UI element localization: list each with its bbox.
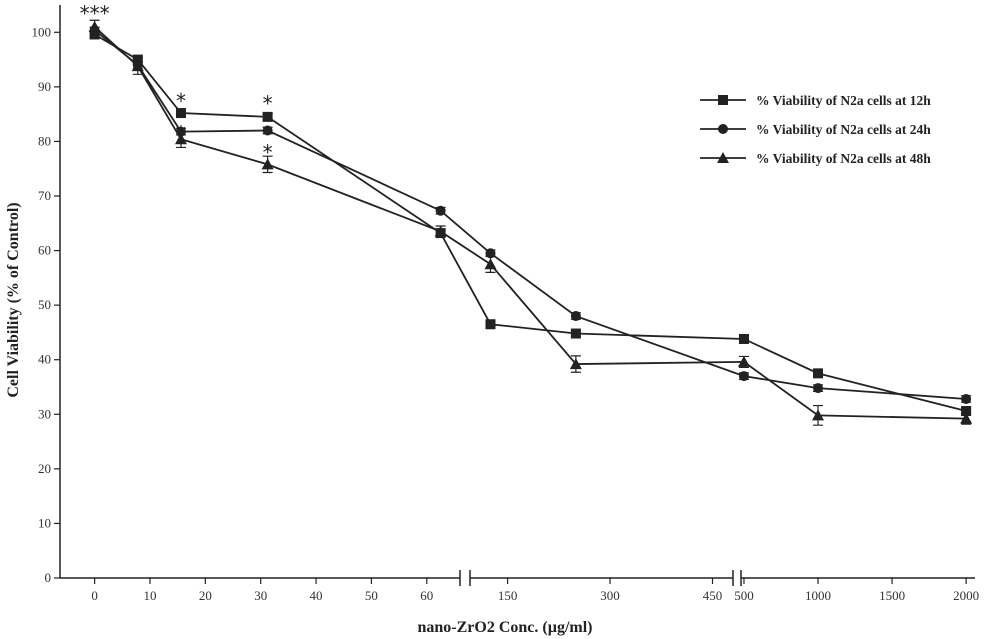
data-point-square <box>961 406 972 417</box>
data-point-square <box>738 333 749 344</box>
data-point-triangle <box>960 412 973 424</box>
x-tick-label: 450 <box>703 588 723 603</box>
x-tick-label: 150 <box>498 588 518 603</box>
y-tick-label: 20 <box>38 461 51 476</box>
axes <box>59 5 975 586</box>
y-tick-label: 0 <box>45 570 52 585</box>
series-layer <box>88 19 973 426</box>
x-axis-title: nano-ZrO2 Conc. (µg/ml) <box>418 619 593 636</box>
data-point-circle <box>262 125 273 136</box>
x-tick-label: 1500 <box>879 588 905 603</box>
significance-marker: * <box>263 141 273 165</box>
annotations: **** *** <box>80 1 273 164</box>
data-point-triangle <box>434 225 447 237</box>
x-tick-label: 2000 <box>953 588 979 603</box>
data-point-circle <box>570 311 581 322</box>
series-triangle <box>88 19 973 426</box>
x-tick-label: 300 <box>600 588 620 603</box>
series-circle <box>89 25 972 405</box>
data-point-circle <box>435 205 446 216</box>
series-line <box>94 26 967 420</box>
x-tick-label: 60 <box>420 588 433 603</box>
data-point-square <box>485 319 496 330</box>
data-point-triangle <box>88 20 101 32</box>
data-point-square <box>175 108 186 119</box>
significance-marker: * <box>176 122 186 146</box>
significance-marker: *** <box>80 1 110 25</box>
y-tick-label: 70 <box>38 188 51 203</box>
x-tick-label: 1000 <box>805 588 831 603</box>
y-tick-label: 100 <box>32 24 52 39</box>
data-point-square <box>813 368 824 379</box>
x-tick-label: 0 <box>91 588 98 603</box>
legend-marker-triangle <box>717 152 729 163</box>
data-point-square <box>262 111 273 122</box>
y-tick-label: 40 <box>38 352 51 367</box>
x-ticks: 0 10 20 30 40 50 60 150 300 450 500 1000 1500 2000 <box>91 578 979 603</box>
legend-label: % Viability of N2a cells at 24h <box>756 122 931 137</box>
y-axis-title: Cell Viability (% of Control) <box>5 202 22 397</box>
data-point-triangle <box>261 158 274 170</box>
y-tick-label: 50 <box>38 297 51 312</box>
x-tick-label: 50 <box>365 588 378 603</box>
legend-entry: % Viability of N2a cells at 24h <box>700 122 931 137</box>
legend-marker-square <box>718 95 728 105</box>
y-tick-label: 80 <box>38 133 51 148</box>
data-point-circle <box>961 394 972 405</box>
y-tick-label: 90 <box>38 79 51 94</box>
x-tick-label: 40 <box>310 588 323 603</box>
series-square <box>89 29 972 417</box>
data-point-triangle <box>569 358 582 370</box>
legend: % Viability of N2a cells at 12h % Viabili… <box>700 93 931 166</box>
legend-label: % Viability of N2a cells at 12h <box>756 93 931 108</box>
data-point-triangle <box>484 258 497 270</box>
legend-label: % Viability of N2a cells at 48h <box>756 151 931 166</box>
data-point-square <box>570 328 581 339</box>
significance-marker: * <box>176 89 186 113</box>
x-tick-label: 500 <box>734 588 754 603</box>
data-point-circle <box>813 383 824 394</box>
x-tick-label: 10 <box>143 588 156 603</box>
legend-marker-circle <box>718 124 728 134</box>
significance-marker: * <box>263 92 273 116</box>
y-tick-label: 10 <box>38 515 51 530</box>
legend-entry: % Viability of N2a cells at 12h <box>700 93 931 108</box>
y-tick-label: 30 <box>38 406 51 421</box>
legend-entry: % Viability of N2a cells at 48h <box>700 151 931 166</box>
series-line <box>94 29 967 400</box>
data-point-triangle <box>131 60 144 72</box>
data-point-triangle <box>737 355 750 367</box>
data-point-circle <box>738 371 749 382</box>
data-point-triangle <box>174 133 187 145</box>
series-line <box>94 33 967 412</box>
y-ticks: 0 10 20 30 40 50 60 70 80 90 100 <box>32 24 60 585</box>
x-tick-label: 20 <box>199 588 212 603</box>
x-tick-label: 30 <box>254 588 267 603</box>
data-point-triangle <box>812 409 825 421</box>
y-tick-label: 60 <box>38 243 51 258</box>
